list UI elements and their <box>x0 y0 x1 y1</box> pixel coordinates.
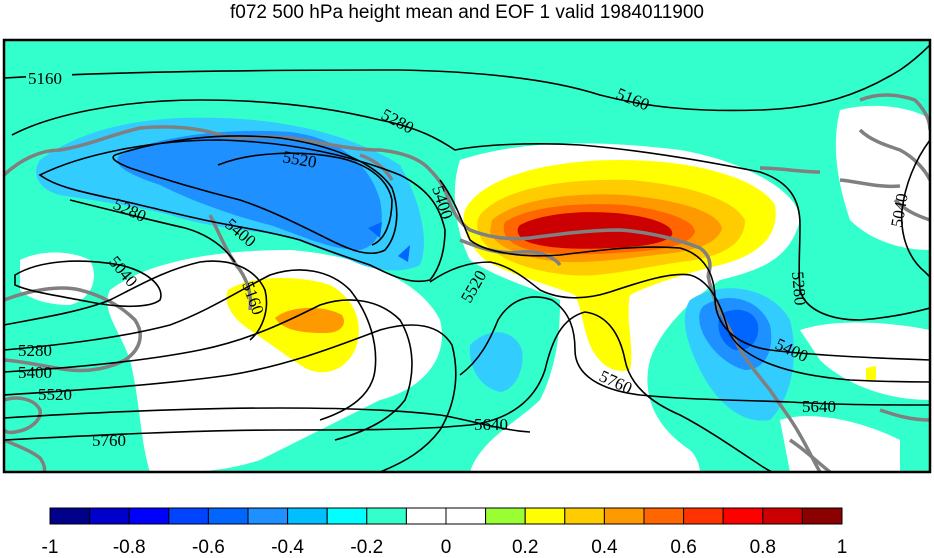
contour-5280 <box>11 99 930 321</box>
shade-zero-region <box>835 105 930 250</box>
colorbar-swatch <box>564 507 605 525</box>
shade-positive-orange <box>275 307 345 333</box>
colorbar-swatch <box>326 507 368 525</box>
colorbar-tick-label: -0.2 <box>350 537 383 558</box>
contour-5280 <box>4 269 377 421</box>
contour-5400 <box>4 299 413 441</box>
coastline <box>208 214 253 311</box>
shade-zero-region <box>780 416 900 472</box>
colorbar-swatch <box>89 507 130 525</box>
contour-label: 5760 <box>92 431 126 450</box>
colorbar-swatch <box>247 507 289 525</box>
colorbar-tick-label: 0.4 <box>591 537 618 558</box>
colorbar-swatch <box>405 507 447 525</box>
coastline <box>4 438 47 472</box>
coastline <box>858 128 930 181</box>
shade-negative-deep <box>398 245 410 262</box>
contour-5040 <box>14 260 162 308</box>
colorbar-tick-label: -0.8 <box>113 537 146 558</box>
colorbar-swatch <box>128 507 170 525</box>
contour-5520 <box>112 135 398 255</box>
contour-5280 <box>69 199 236 263</box>
coastline <box>459 238 562 267</box>
shade-positive-light <box>866 366 876 380</box>
colorbar-swatch <box>683 507 724 525</box>
contour-label: 5280 <box>788 271 810 307</box>
shade-negative-deep <box>718 309 759 351</box>
contour-5520 <box>429 261 930 383</box>
coastline <box>4 125 450 199</box>
colorbar: -1 -0.8 -0.6 -0.4 -0.2 0 0.2 0.4 0.6 0.8 1 <box>42 507 848 558</box>
coastline <box>446 197 712 276</box>
contour-5520 <box>217 152 393 246</box>
contour-5160 <box>4 44 930 112</box>
contour-5400 <box>439 179 930 361</box>
contour-5640 <box>4 407 531 433</box>
contour-5640 <box>459 296 930 406</box>
contour-5400 <box>38 139 446 283</box>
contour-5520 <box>4 324 457 472</box>
colorbar-swatch <box>485 507 526 525</box>
shade-negative-deep <box>368 222 382 238</box>
contour-label: 5400 <box>18 363 52 382</box>
colorbar-tick-label: 0.8 <box>750 537 776 558</box>
contour-label: 5160 <box>28 69 62 88</box>
colorbar-swatch <box>287 507 328 525</box>
colorbar-tick-label: -1 <box>42 537 59 558</box>
shade-zero-region <box>107 250 442 472</box>
coastline <box>4 396 42 435</box>
contour-5040 <box>900 139 930 278</box>
colorbar-swatch <box>762 507 803 525</box>
colorbar-swatch <box>722 507 764 525</box>
coastline <box>759 166 821 174</box>
colorbar-swatch <box>49 507 91 525</box>
contour-label: 5640 <box>474 415 508 434</box>
colorbar-tick-label: -0.4 <box>271 537 304 558</box>
colorbar-tick-label: 0.6 <box>670 537 696 558</box>
colorbar-tick-label: 0.2 <box>512 537 538 558</box>
colorbar-swatch <box>643 507 685 525</box>
colorbar-tick-label: -0.6 <box>192 537 225 558</box>
colorbar-tick-label: 1 <box>837 537 848 558</box>
map-title: f072 500 hPa height mean and EOF 1 valid… <box>230 2 704 23</box>
coastline <box>789 438 832 472</box>
colorbar-swatch <box>207 507 249 525</box>
coastline <box>879 408 930 422</box>
coastline <box>859 93 930 131</box>
shade-negative-mid <box>469 332 523 392</box>
shading-layer <box>4 40 930 472</box>
contour-label: 5280 <box>18 341 52 360</box>
colorbar-swatch <box>366 507 407 525</box>
shade-zero-region <box>800 322 930 400</box>
coastline <box>4 286 142 373</box>
shade-negative-strong <box>117 130 382 250</box>
contour-label-bg <box>26 68 72 88</box>
colorbar-swatch <box>524 507 566 525</box>
contour-label: 5640 <box>802 397 836 416</box>
contour-label: 5520 <box>38 385 72 404</box>
colorbar-swatch <box>445 507 487 525</box>
contour-5760 <box>4 311 773 472</box>
colorbar-swatch <box>603 507 645 525</box>
contour-layer <box>4 44 930 472</box>
contour-5160 <box>4 260 268 341</box>
colorbar-swatch <box>168 507 209 525</box>
colorbar-swatch <box>801 507 843 525</box>
coastline <box>359 153 394 181</box>
plot-frame <box>2 38 932 474</box>
coastline <box>839 178 901 189</box>
coastline <box>893 198 930 222</box>
colorbar-tick-label: 0 <box>441 537 452 558</box>
